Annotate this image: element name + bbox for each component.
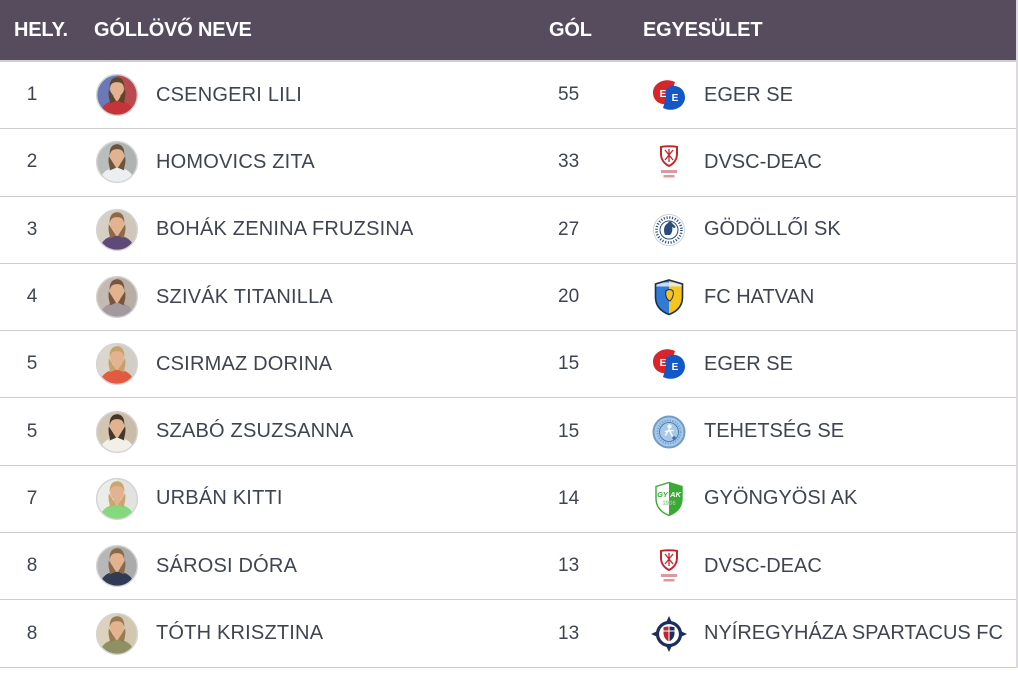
club-name: EGER SE — [704, 83, 793, 106]
svg-text:AK: AK — [669, 490, 681, 499]
goals-value: 20 — [558, 286, 580, 308]
player-avatar — [64, 208, 156, 252]
club-name: FC HATVAN — [704, 285, 815, 308]
player-photo-icon — [95, 343, 139, 386]
table-row[interactable]: 5 CSIRMAZ DORINA 15 E E EGER SE — [0, 331, 1016, 399]
header-rank-label: HELY. — [14, 18, 68, 41]
svg-text:E: E — [659, 358, 666, 369]
player-name: SZABÓ ZSUZSANNA — [156, 420, 354, 443]
club-logo-dvsc-deac — [641, 142, 696, 182]
rank-value: 8 — [26, 555, 38, 577]
player-name: CSENGERI LILI — [156, 83, 302, 106]
rank-value: 3 — [26, 218, 38, 240]
player-photo-icon — [95, 275, 139, 319]
player-name: SÁROSI DÓRA — [156, 554, 298, 577]
goals-value: 13 — [558, 622, 580, 644]
table-row[interactable]: 5 SZABÓ ZSUZSANNA 15 TEHETSÉG SE — [0, 398, 1016, 466]
club-name: GÖDÖLLŐI SK — [704, 218, 841, 241]
table-body: 1 CSENGERI LILI 55 E E EGER SE 2 — [0, 62, 1016, 668]
club-logo-tehetseg-se — [641, 412, 696, 452]
player-name: TÓTH KRISZTINA — [156, 622, 324, 645]
header-club-label: EGYESÜLET — [643, 18, 763, 41]
svg-text:GY: GY — [657, 490, 669, 499]
svg-text:E: E — [671, 93, 678, 104]
goals-value: 13 — [558, 555, 580, 577]
goals-value: 55 — [558, 84, 580, 106]
rank-value: 5 — [26, 353, 38, 375]
club-name: TEHETSÉG SE — [704, 420, 845, 443]
table-row[interactable]: 8 SÁROSI DÓRA 13 DVSC-DEAC — [0, 533, 1016, 601]
club-logo-eger-se: E E — [641, 347, 696, 381]
player-avatar — [64, 612, 156, 656]
club-name: NYÍREGYHÁZA SPARTACUS FC — [704, 622, 1003, 645]
table-row[interactable]: 4 SZIVÁK TITANILLA 20 FC HATVAN — [0, 263, 1016, 332]
goals-value: 33 — [558, 151, 580, 173]
player-avatar — [64, 275, 156, 319]
goals-value: 14 — [558, 487, 580, 509]
club-logo-dvsc-deac — [641, 546, 696, 586]
rank-value: 2 — [26, 151, 38, 173]
club-name: GYÖNGYÖSI AK — [704, 487, 858, 510]
club-name: EGER SE — [704, 352, 793, 375]
player-avatar — [64, 410, 156, 454]
player-photo-icon — [95, 545, 139, 588]
header-goals-label: GÓL — [549, 18, 592, 41]
club-logo-gyongyosi-ak: GY AK 1906 — [641, 479, 696, 519]
player-photo-icon — [95, 208, 139, 251]
table-row[interactable]: 2 HOMOVICS ZITA 33 DVSC-DEAC — [0, 129, 1016, 197]
club-name: DVSC-DEAC — [704, 150, 822, 173]
player-name: URBÁN KITTI — [156, 487, 283, 510]
table-row[interactable]: 3 BOHÁK ZENINA FRUZSINA 27 GÖDÖLLŐI SK — [0, 196, 1016, 264]
player-avatar — [64, 544, 156, 588]
svg-text:E: E — [659, 89, 666, 100]
table-row[interactable]: 1 CSENGERI LILI 55 E E EGER SE — [0, 62, 1016, 130]
player-avatar — [64, 73, 156, 117]
table-row[interactable]: 7 URBÁN KITTI 14 GY AK 1906 GYÖNGYÖSI AK — [0, 465, 1016, 534]
player-name: CSIRMAZ DORINA — [156, 352, 333, 375]
player-name: SZIVÁK TITANILLA — [156, 285, 333, 308]
table-header: HELY. GÓLLÖVŐ NEVE GÓL EGYESÜLET — [0, 0, 1016, 62]
svg-text:1906: 1906 — [662, 501, 676, 507]
table-row[interactable]: 8 TÓTH KRISZTINA 13 NYÍREGYHÁZA SPARTACU… — [0, 600, 1016, 668]
goals-value: 15 — [558, 353, 580, 375]
player-photo-icon — [95, 74, 139, 117]
svg-text:E: E — [671, 362, 678, 373]
club-logo-eger-se: E E — [641, 78, 696, 112]
goals-value: 27 — [558, 218, 580, 240]
club-logo-nyiregyhaza-spartacus-fc — [641, 614, 696, 654]
rank-value: 8 — [26, 622, 38, 644]
rank-value: 4 — [26, 286, 38, 308]
header-player-label: GÓLLÖVŐ NEVE — [94, 18, 252, 41]
player-photo-icon — [95, 612, 139, 655]
club-logo-fc-hatvan — [641, 277, 696, 317]
player-name: BOHÁK ZENINA FRUZSINA — [156, 218, 414, 241]
club-name: DVSC-DEAC — [704, 554, 822, 577]
player-photo-icon — [95, 141, 139, 184]
player-photo-icon — [95, 410, 139, 453]
club-logo-godolloi-sk — [641, 210, 696, 250]
rank-value: 1 — [26, 84, 38, 106]
rank-value: 7 — [26, 487, 38, 509]
player-avatar — [64, 477, 156, 521]
player-photo-icon — [95, 477, 139, 521]
goals-value: 15 — [558, 420, 580, 442]
player-avatar — [64, 342, 156, 386]
player-name: HOMOVICS ZITA — [156, 150, 315, 173]
player-avatar — [64, 140, 156, 184]
rank-value: 5 — [26, 420, 38, 442]
